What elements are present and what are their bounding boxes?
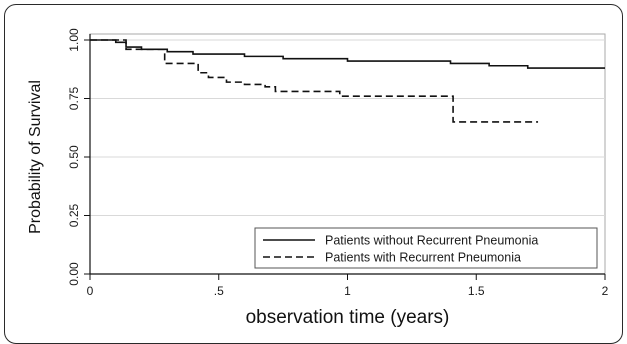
legend-label-0: Patients without Recurrent Pneumonia — [325, 234, 538, 248]
legend-label-1: Patients with Recurrent Pneumonia — [325, 251, 521, 265]
series-line-1 — [90, 39, 539, 123]
x-tick-label-1: .5 — [214, 284, 224, 298]
y-tick-label-1: 0.25 — [67, 203, 81, 227]
x-tick-label-4: 2 — [602, 284, 609, 298]
x-axis-title: observation time (years) — [246, 307, 450, 328]
legend: Patients without Recurrent Pneumonia Pati… — [254, 227, 598, 269]
y-tick-label-3: 0.75 — [67, 86, 81, 110]
series-line-0 — [90, 39, 605, 69]
y-tick-label-0: 0.00 — [67, 262, 81, 286]
x-tick-label-3: 1.5 — [468, 284, 485, 298]
axes: 0.00 0.25 0.50 0.75 1.00 0 .5 1 1.5 2 — [67, 28, 609, 298]
legend-box — [254, 227, 598, 269]
x-tick-label-2: 1 — [344, 284, 351, 298]
y-tick-label-4: 1.00 — [67, 28, 81, 52]
y-axis-title: Probability of Survival — [27, 80, 44, 234]
survival-chart: 0.00 0.25 0.50 0.75 1.00 0 .5 1 1.5 2 Patients wi… — [27, 28, 609, 328]
y-tick-label-2: 0.50 — [67, 145, 81, 169]
series-layer — [90, 39, 605, 123]
x-tick-label-0: 0 — [87, 284, 94, 298]
